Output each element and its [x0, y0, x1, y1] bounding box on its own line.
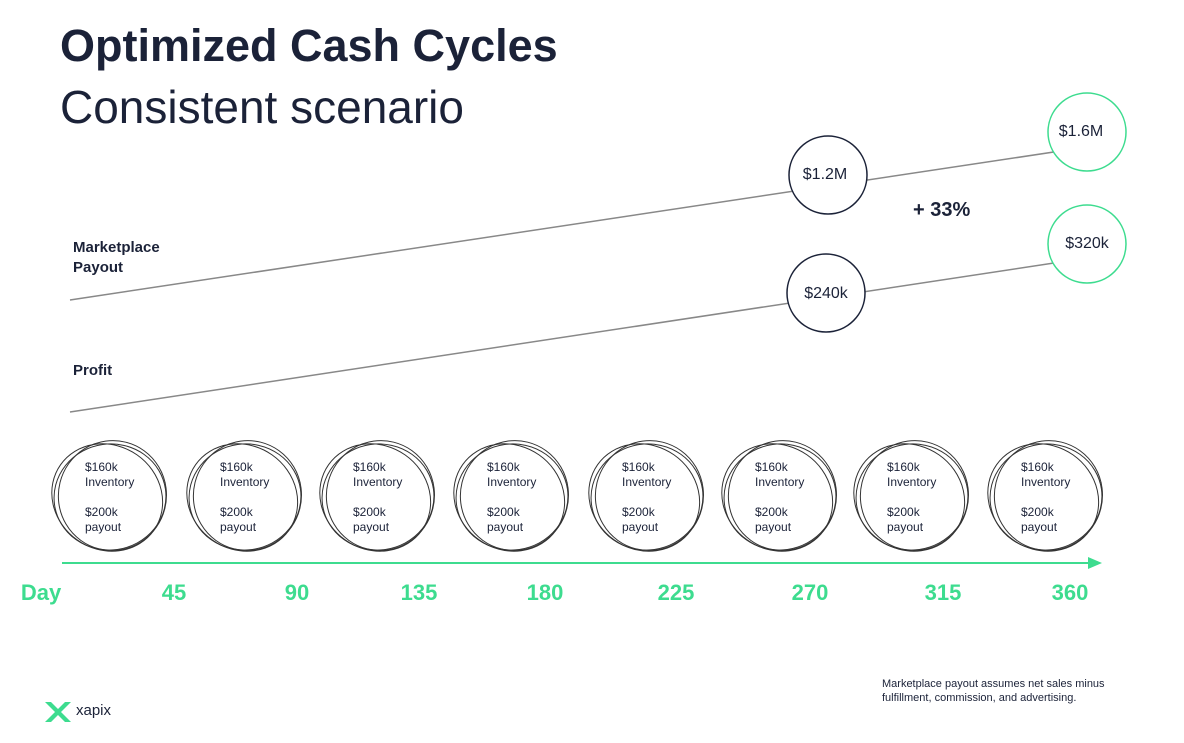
- logo-mark: [45, 702, 71, 722]
- cycle-payout: $200k payout: [353, 505, 390, 534]
- scribble-circle: [993, 440, 1103, 551]
- node-circle: [1047, 204, 1127, 284]
- cycle-payout: $200k payout: [622, 505, 659, 534]
- cycle-inventory: $160k Inventory: [220, 460, 270, 489]
- cycle-payout: $200k payout: [85, 505, 122, 534]
- scribble-circle: [855, 443, 969, 551]
- cycle-inventory: $160k Inventory: [887, 460, 937, 489]
- scribble-circle: [989, 443, 1103, 551]
- cycle-inventory: $160k Inventory: [1021, 460, 1071, 489]
- day-label: 45: [161, 580, 187, 605]
- day-label: 225: [657, 580, 695, 605]
- row-label: Marketplace Payout: [73, 239, 160, 276]
- day-label: 360: [1051, 580, 1089, 605]
- cycle-inventory: $160k Inventory: [622, 460, 672, 489]
- cycle-inventory: $160k Inventory: [353, 460, 403, 489]
- scribble-circle: [192, 440, 302, 551]
- arrow-head: [1088, 557, 1102, 569]
- cycle-inventory: $160k Inventory: [487, 460, 537, 489]
- day-label: Day: [20, 580, 62, 605]
- row-label: Profit: [73, 362, 113, 379]
- cycle-inventory: $160k Inventory: [755, 460, 805, 489]
- scribble-circle: [859, 440, 969, 551]
- scribble-circle: [459, 440, 569, 551]
- scribble-circle: [853, 443, 966, 552]
- scribble-circle: [325, 440, 435, 551]
- day-label: 90: [284, 580, 310, 605]
- cycle-payout: $200k payout: [887, 505, 924, 534]
- title: Optimized Cash Cycles: [60, 20, 558, 71]
- node-value: $1.6M: [1058, 123, 1104, 140]
- scribble-circle: [57, 440, 167, 551]
- scribble-circle: [590, 443, 704, 551]
- node-circle: [788, 135, 868, 215]
- day-label: 180: [526, 580, 564, 605]
- node-value: $1.2M: [802, 166, 848, 183]
- scribble-circle: [321, 443, 435, 551]
- cycle-inventory: $160k Inventory: [85, 460, 135, 489]
- scribble-circle: [723, 443, 837, 551]
- cycle-payout: $200k payout: [755, 505, 792, 534]
- profit-line: [69, 257, 1088, 413]
- node-value: $320k: [1065, 235, 1109, 252]
- cycle-group: [51, 440, 1103, 552]
- scribble-circle: [455, 443, 569, 551]
- subtitle: Consistent scenario: [60, 81, 464, 133]
- day-label: 315: [924, 580, 962, 605]
- scribble-circle: [188, 443, 302, 551]
- scribble-circle: [319, 443, 432, 552]
- growth-label: + 33%: [913, 199, 971, 221]
- scribble-circle: [594, 440, 704, 551]
- logo-text: xapix: [76, 702, 112, 719]
- scribble-circle: [987, 443, 1100, 552]
- node-value: $240k: [804, 285, 848, 302]
- scribble-circle: [53, 443, 167, 551]
- node-circle: [786, 253, 866, 333]
- day-label: 270: [791, 580, 829, 605]
- scribble-circle: [453, 443, 566, 552]
- node-circle: [1047, 92, 1127, 172]
- day-label: 135: [400, 580, 438, 605]
- scribble-circle: [588, 443, 701, 552]
- scribble-circle: [186, 443, 299, 552]
- cycle-payout: $200k payout: [487, 505, 524, 534]
- cycle-payout: $200k payout: [220, 505, 257, 534]
- payout-line: [69, 146, 1088, 301]
- footnote: Marketplace payout assumes net sales min…: [882, 678, 1105, 704]
- scribble-circle: [721, 443, 834, 552]
- scribble-circle: [51, 443, 164, 552]
- cycle-payout: $200k payout: [1021, 505, 1058, 534]
- scribble-circle: [727, 440, 837, 551]
